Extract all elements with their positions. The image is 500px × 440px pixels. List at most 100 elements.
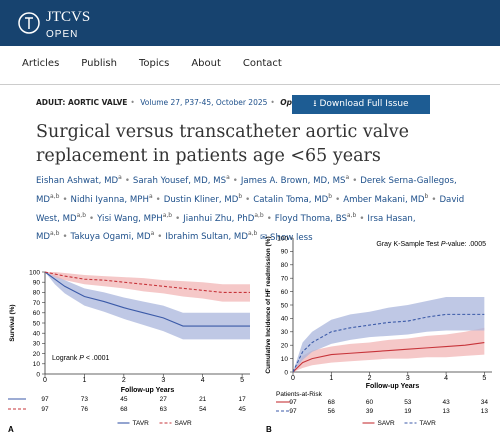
at-risk-count: 45 xyxy=(120,396,128,403)
author[interactable]: Nidhi Iyanna, MPHa xyxy=(70,192,153,205)
author-name[interactable]: Derek Serna-Gallegos, MD xyxy=(36,175,457,205)
author[interactable]: Takuya Ogami, MDa xyxy=(70,230,155,243)
ci-band xyxy=(45,272,250,340)
at-risk-count: 53 xyxy=(404,399,412,406)
citation[interactable]: Volume 27, P37-45, October 2025 xyxy=(140,98,268,107)
affiliation: b xyxy=(328,192,333,200)
affiliation: b xyxy=(238,192,243,200)
affiliation: a xyxy=(150,230,155,238)
y-tick-label: 20 xyxy=(281,343,289,350)
ci-band xyxy=(293,296,485,372)
panel-letter: B xyxy=(266,425,272,434)
author-name[interactable]: Dustin Kliner, MD xyxy=(163,194,239,205)
annotation-part: Logrank xyxy=(52,355,79,362)
author[interactable]: Amber Makani, MDb xyxy=(343,192,429,205)
author-name[interactable]: Takuya Ogami, MD xyxy=(70,232,151,243)
article-title: Surgical versus transcatheter aortic val… xyxy=(36,122,410,166)
y-tick-label: 30 xyxy=(281,329,289,336)
at-risk-count: 17 xyxy=(238,396,246,403)
at-risk-count: 19 xyxy=(404,408,412,415)
x-tick-label: 2 xyxy=(368,375,372,382)
y-tick-label: 70 xyxy=(33,300,41,307)
author[interactable]: Dustin Kliner, MDb xyxy=(163,192,243,205)
affiliation: a xyxy=(345,174,350,181)
y-tick-label: 50 xyxy=(33,320,41,327)
affiliation: a,b xyxy=(50,192,60,200)
author-name[interactable]: Yisi Wang, MPH xyxy=(97,213,163,224)
affiliation: a,b xyxy=(162,211,173,219)
nav-link[interactable]: Articles xyxy=(22,58,60,69)
show-less[interactable]: Show less xyxy=(270,232,313,243)
at-risk-count: 76 xyxy=(81,406,89,413)
section: ADULT: AORTIC VALVE xyxy=(36,98,128,107)
nav-link[interactable]: Topics xyxy=(138,58,170,69)
author[interactable]: James A. Brown, MD, MSa xyxy=(240,174,350,186)
at-risk-count: 97 xyxy=(41,396,49,403)
y-tick-label: 40 xyxy=(281,316,289,323)
nav-link[interactable]: Publish xyxy=(81,58,117,69)
author[interactable]: Yisi Wang, MPHa,b xyxy=(97,211,173,224)
author-name[interactable]: James A. Brown, MD, MS xyxy=(240,175,346,186)
author-name[interactable]: Catalin Toma, MD xyxy=(253,194,329,205)
author[interactable]: Sarah Yousef, MD, MSa xyxy=(132,174,230,186)
author-name[interactable]: Eishan Ashwat, MD xyxy=(36,175,119,186)
at-risk-count: 13 xyxy=(442,408,450,415)
author[interactable]: Floyd Thoma, BSa,b xyxy=(274,212,357,224)
affiliation: a,b xyxy=(76,211,87,219)
author[interactable]: David West, MDa,b xyxy=(36,195,464,224)
separator: • xyxy=(124,175,130,186)
author[interactable]: Irsa Hasan, MDa,b xyxy=(36,214,416,243)
separator: • xyxy=(89,213,95,224)
affiliation: b xyxy=(424,192,429,200)
y-tick-label: 90 xyxy=(33,280,41,287)
x-tick-label: 1 xyxy=(329,375,333,382)
separator: • xyxy=(157,232,163,243)
author[interactable]: Catalin Toma, MDb xyxy=(253,192,333,205)
author[interactable]: Jianhui Zhu, PhDa,b xyxy=(183,212,264,224)
author[interactable]: Derek Serna-Gallegos, MDa,b xyxy=(36,176,457,205)
at-risk-count: 60 xyxy=(366,399,374,406)
download-button[interactable]: ⭳ Download Full Issue xyxy=(292,95,430,114)
at-risk-count: 43 xyxy=(442,399,450,406)
y-tick-label: 100 xyxy=(29,269,40,276)
author[interactable]: Eishan Ashwat, MDa xyxy=(36,174,122,186)
nav-link[interactable]: About xyxy=(191,58,221,69)
y-tick-label: 90 xyxy=(281,249,289,256)
x-tick-label: 2 xyxy=(122,377,126,384)
legend-label: TAVR xyxy=(420,420,437,427)
at-risk-count: 54 xyxy=(199,406,207,413)
affiliation: a xyxy=(148,192,153,200)
at-risk-count: 73 xyxy=(81,396,89,403)
author[interactable]: Ibrahim Sultan, MDa,b xyxy=(165,231,257,243)
y-tick-label: 0 xyxy=(284,369,288,376)
author-name[interactable]: Floyd Thoma, BS xyxy=(274,213,347,224)
panel-letter: A xyxy=(8,425,14,434)
at-risk-count: 68 xyxy=(120,406,128,413)
separator: • xyxy=(245,194,251,205)
author-name[interactable]: Sarah Yousef, MD, MS xyxy=(132,175,227,186)
author-name[interactable]: David West, MD xyxy=(36,194,465,224)
at-risk-count: 13 xyxy=(481,408,489,415)
logo[interactable]: JTCVS OPEN xyxy=(16,0,216,46)
download-label: Download Full Issue xyxy=(319,99,409,109)
author-name[interactable]: Amber Makani, MD xyxy=(343,194,425,205)
series-line xyxy=(292,313,485,373)
nav-link[interactable]: Contact xyxy=(242,58,282,69)
y-tick-label: 50 xyxy=(281,302,289,309)
separator: • xyxy=(155,194,161,205)
author-name[interactable]: Jianhui Zhu, PhD xyxy=(183,213,255,224)
x-tick-label: 5 xyxy=(482,375,486,382)
x-tick-label: 4 xyxy=(444,375,448,382)
x-axis-label: Follow-up Years xyxy=(121,387,175,394)
author-name[interactable]: Nidhi Iyanna, MPH xyxy=(70,194,149,205)
author-name[interactable]: Ibrahim Sultan, MD xyxy=(165,232,248,243)
x-tick-label: 0 xyxy=(291,375,295,382)
site-header: JTCVS OPEN xyxy=(0,0,500,46)
author-name[interactable]: Irsa Hasan, MD xyxy=(36,213,416,243)
at-risk-count: 27 xyxy=(160,396,168,403)
y-tick-label: 80 xyxy=(281,262,289,269)
authors: Eishan Ashwat, MDa • Sarah Yousef, MD, MSa… xyxy=(36,170,476,245)
at-risk-count: 97 xyxy=(289,399,297,406)
y-tick-label: 30 xyxy=(33,341,41,348)
